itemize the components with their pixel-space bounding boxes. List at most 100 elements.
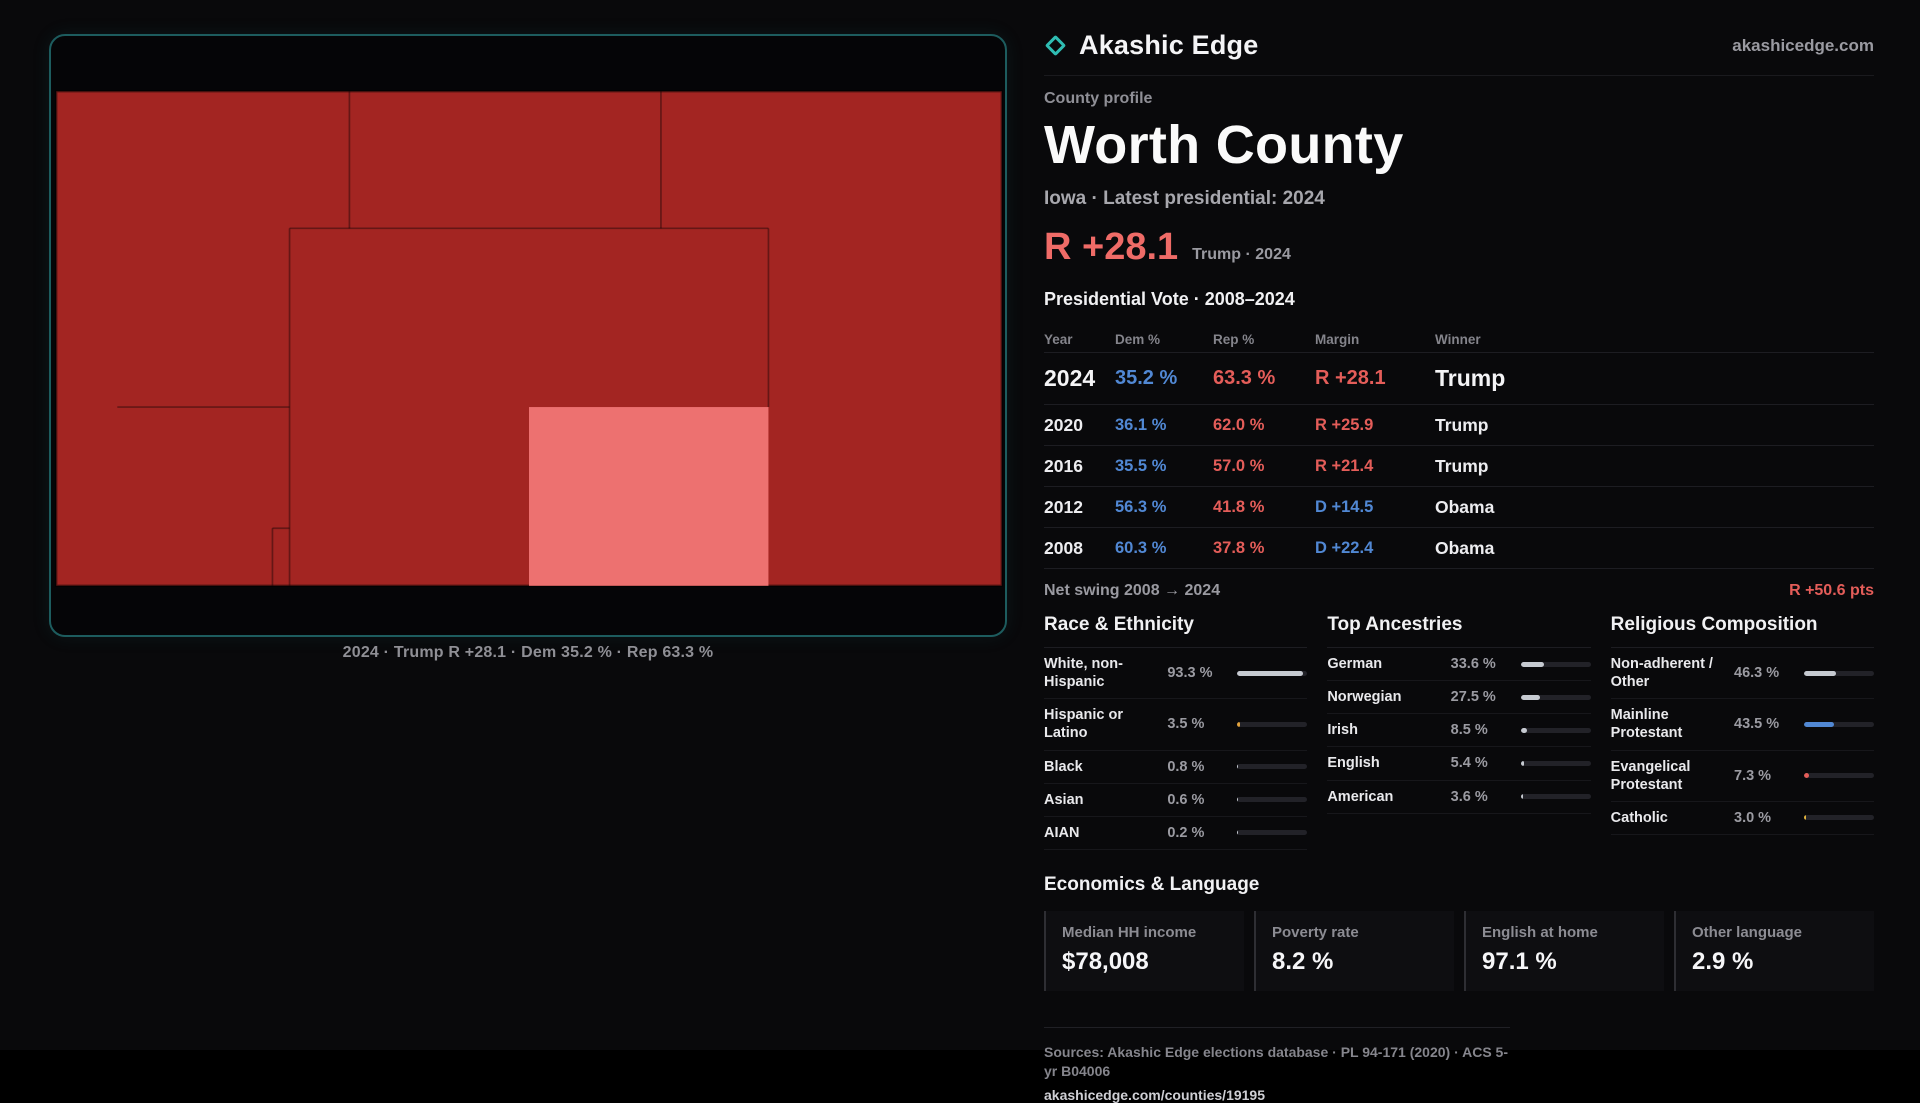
demo-value: 5.4 % xyxy=(1450,755,1488,772)
app-header: Akashic Edge akashicedge.com xyxy=(1044,30,1874,76)
demo-row: Evangelical Protestant 7.3 % xyxy=(1610,751,1874,802)
page-subtitle: Iowa · Latest presidential: 2024 xyxy=(1044,188,1325,209)
lean-note: Trump · 2024 xyxy=(1192,246,1291,263)
demo-bar xyxy=(1520,661,1591,667)
rep-cell: 57.0 % xyxy=(1213,456,1265,475)
margin-cell: R +25.9 xyxy=(1315,415,1374,434)
demo-row: Mainline Protestant 43.5 % xyxy=(1610,699,1874,751)
demo-value: 0.6 % xyxy=(1167,791,1205,808)
demo-value: 3.0 % xyxy=(1734,809,1772,826)
ancestries-column: Top Ancestries German 33.6 % Norwegian 2… xyxy=(1327,614,1591,850)
demo-value: 33.6 % xyxy=(1450,656,1496,673)
demo-label: Norwegian xyxy=(1327,689,1402,706)
stat-card: Median HH income $78,008 xyxy=(1044,910,1244,991)
demo-row: English 5.4 % xyxy=(1327,747,1591,781)
col-margin: Margin xyxy=(1315,331,1360,347)
demo-value: 8.5 % xyxy=(1450,722,1488,739)
demo-label: Mainline Protestant xyxy=(1610,707,1683,742)
demo-bar xyxy=(1520,694,1591,700)
demo-value: 27.5 % xyxy=(1450,689,1496,706)
dem-cell: 35.2 % xyxy=(1115,367,1178,389)
dem-cell: 35.5 % xyxy=(1115,456,1167,475)
dem-cell: 36.1 % xyxy=(1115,415,1167,434)
demo-row: White, non-Hispanic 93.3 % xyxy=(1044,648,1308,700)
race-ethnicity-column: Race & Ethnicity White, non-Hispanic 93.… xyxy=(1044,614,1308,850)
demo-bar xyxy=(1804,815,1874,821)
winner-cell: Obama xyxy=(1435,537,1495,558)
stat-label: Other language xyxy=(1692,923,1803,941)
dem-cell: 60.3 % xyxy=(1115,538,1167,557)
net-swing-label: Net swing 2008 → 2024 xyxy=(1044,582,1221,599)
site-link[interactable]: akashicedge.com xyxy=(1732,35,1874,55)
stat-value: $78,008 xyxy=(1062,947,1149,975)
rep-cell: 37.8 % xyxy=(1213,538,1265,557)
religion-column: Religious Composition Non-adherent / Oth… xyxy=(1610,614,1874,850)
demo-label: Hispanic or Latino xyxy=(1044,707,1123,742)
demo-label: Non-adherent / Other xyxy=(1610,656,1713,691)
demo-row: German 33.6 % xyxy=(1327,648,1591,682)
brand-diamond-icon xyxy=(1044,34,1067,57)
net-swing-value: R +50.6 pts xyxy=(1789,582,1874,599)
table-row: 2024 35.2 % 63.3 % R +28.1 Trump xyxy=(1044,352,1874,404)
margin-cell: R +28.1 xyxy=(1315,367,1386,389)
demo-label: AIAN xyxy=(1044,824,1080,841)
page-title: Worth County xyxy=(1044,115,1404,175)
section-title: Top Ancestries xyxy=(1327,614,1591,648)
county-map-panel[interactable] xyxy=(49,34,1007,637)
winner-cell: Obama xyxy=(1435,496,1495,517)
table-row: 2008 60.3 % 37.8 % D +22.4 Obama xyxy=(1044,527,1874,568)
economics-title: Economics & Language xyxy=(1044,873,1260,895)
stat-card: English at home 97.1 % xyxy=(1464,910,1664,991)
demo-label: American xyxy=(1327,788,1394,805)
stat-value: 97.1 % xyxy=(1482,947,1557,975)
rep-cell: 41.8 % xyxy=(1213,497,1265,516)
sources-text: Sources: Akashic Edge elections database… xyxy=(1044,1043,1508,1080)
demo-row: Irish 8.5 % xyxy=(1327,714,1591,748)
rep-cell: 63.3 % xyxy=(1213,367,1276,389)
map-caption: 2024 · Trump R +28.1 · Dem 35.2 % · Rep … xyxy=(342,644,714,661)
demo-row: Asian 0.6 % xyxy=(1044,784,1308,817)
demo-label: English xyxy=(1327,755,1380,772)
demo-value: 0.2 % xyxy=(1167,824,1205,841)
winner-cell: Trump xyxy=(1435,414,1489,435)
winner-cell: Trump xyxy=(1435,455,1489,476)
demo-bar xyxy=(1520,760,1591,766)
margin-cell: R +21.4 xyxy=(1315,456,1374,475)
table-row: 2020 36.1 % 62.0 % R +25.9 Trump xyxy=(1044,404,1874,445)
stat-card: Other language 2.9 % xyxy=(1674,910,1874,991)
demo-bar xyxy=(1520,727,1591,733)
demo-value: 3.6 % xyxy=(1450,788,1488,805)
section-title: Race & Ethnicity xyxy=(1044,614,1308,648)
demo-value: 43.5 % xyxy=(1734,716,1780,733)
demo-bar xyxy=(1804,670,1874,676)
table-row: 2016 35.5 % 57.0 % R +21.4 Trump xyxy=(1044,445,1874,486)
demo-label: White, non-Hispanic xyxy=(1044,656,1123,691)
year-cell: 2020 xyxy=(1044,414,1083,435)
demo-bar xyxy=(1804,773,1874,779)
lean-value: R +28.1 xyxy=(1044,226,1179,268)
highlight-township xyxy=(529,407,769,586)
demo-row: AIAN 0.2 % xyxy=(1044,817,1308,850)
year-cell: 2008 xyxy=(1044,537,1083,558)
stat-label: Poverty rate xyxy=(1272,923,1359,941)
col-rep: Rep % xyxy=(1213,331,1255,347)
vote-table: Year Dem % Rep % Margin Winner 2024 35.2… xyxy=(1044,326,1874,600)
year-cell: 2012 xyxy=(1044,496,1083,517)
demo-value: 93.3 % xyxy=(1167,665,1213,682)
stat-value: 2.9 % xyxy=(1692,947,1754,975)
margin-cell: D +14.5 xyxy=(1315,497,1374,516)
vote-table-header: Year Dem % Rep % Margin Winner xyxy=(1044,326,1874,352)
demo-bar xyxy=(1520,794,1591,800)
demo-label: Evangelical Protestant xyxy=(1610,758,1691,793)
demo-value: 7.3 % xyxy=(1734,767,1772,784)
permalink[interactable]: akashicedge.com/counties/19195 xyxy=(1044,1087,1265,1103)
demo-label: Black xyxy=(1044,758,1083,775)
county-map xyxy=(55,90,1003,587)
demo-label: Catholic xyxy=(1610,809,1668,826)
col-year: Year xyxy=(1044,331,1073,347)
footer: Sources: Akashic Edge elections database… xyxy=(1044,1026,1510,1103)
demo-row: Hispanic or Latino 3.5 % xyxy=(1044,699,1308,751)
demo-label: Irish xyxy=(1327,722,1358,739)
demo-row: Black 0.8 % xyxy=(1044,751,1308,784)
